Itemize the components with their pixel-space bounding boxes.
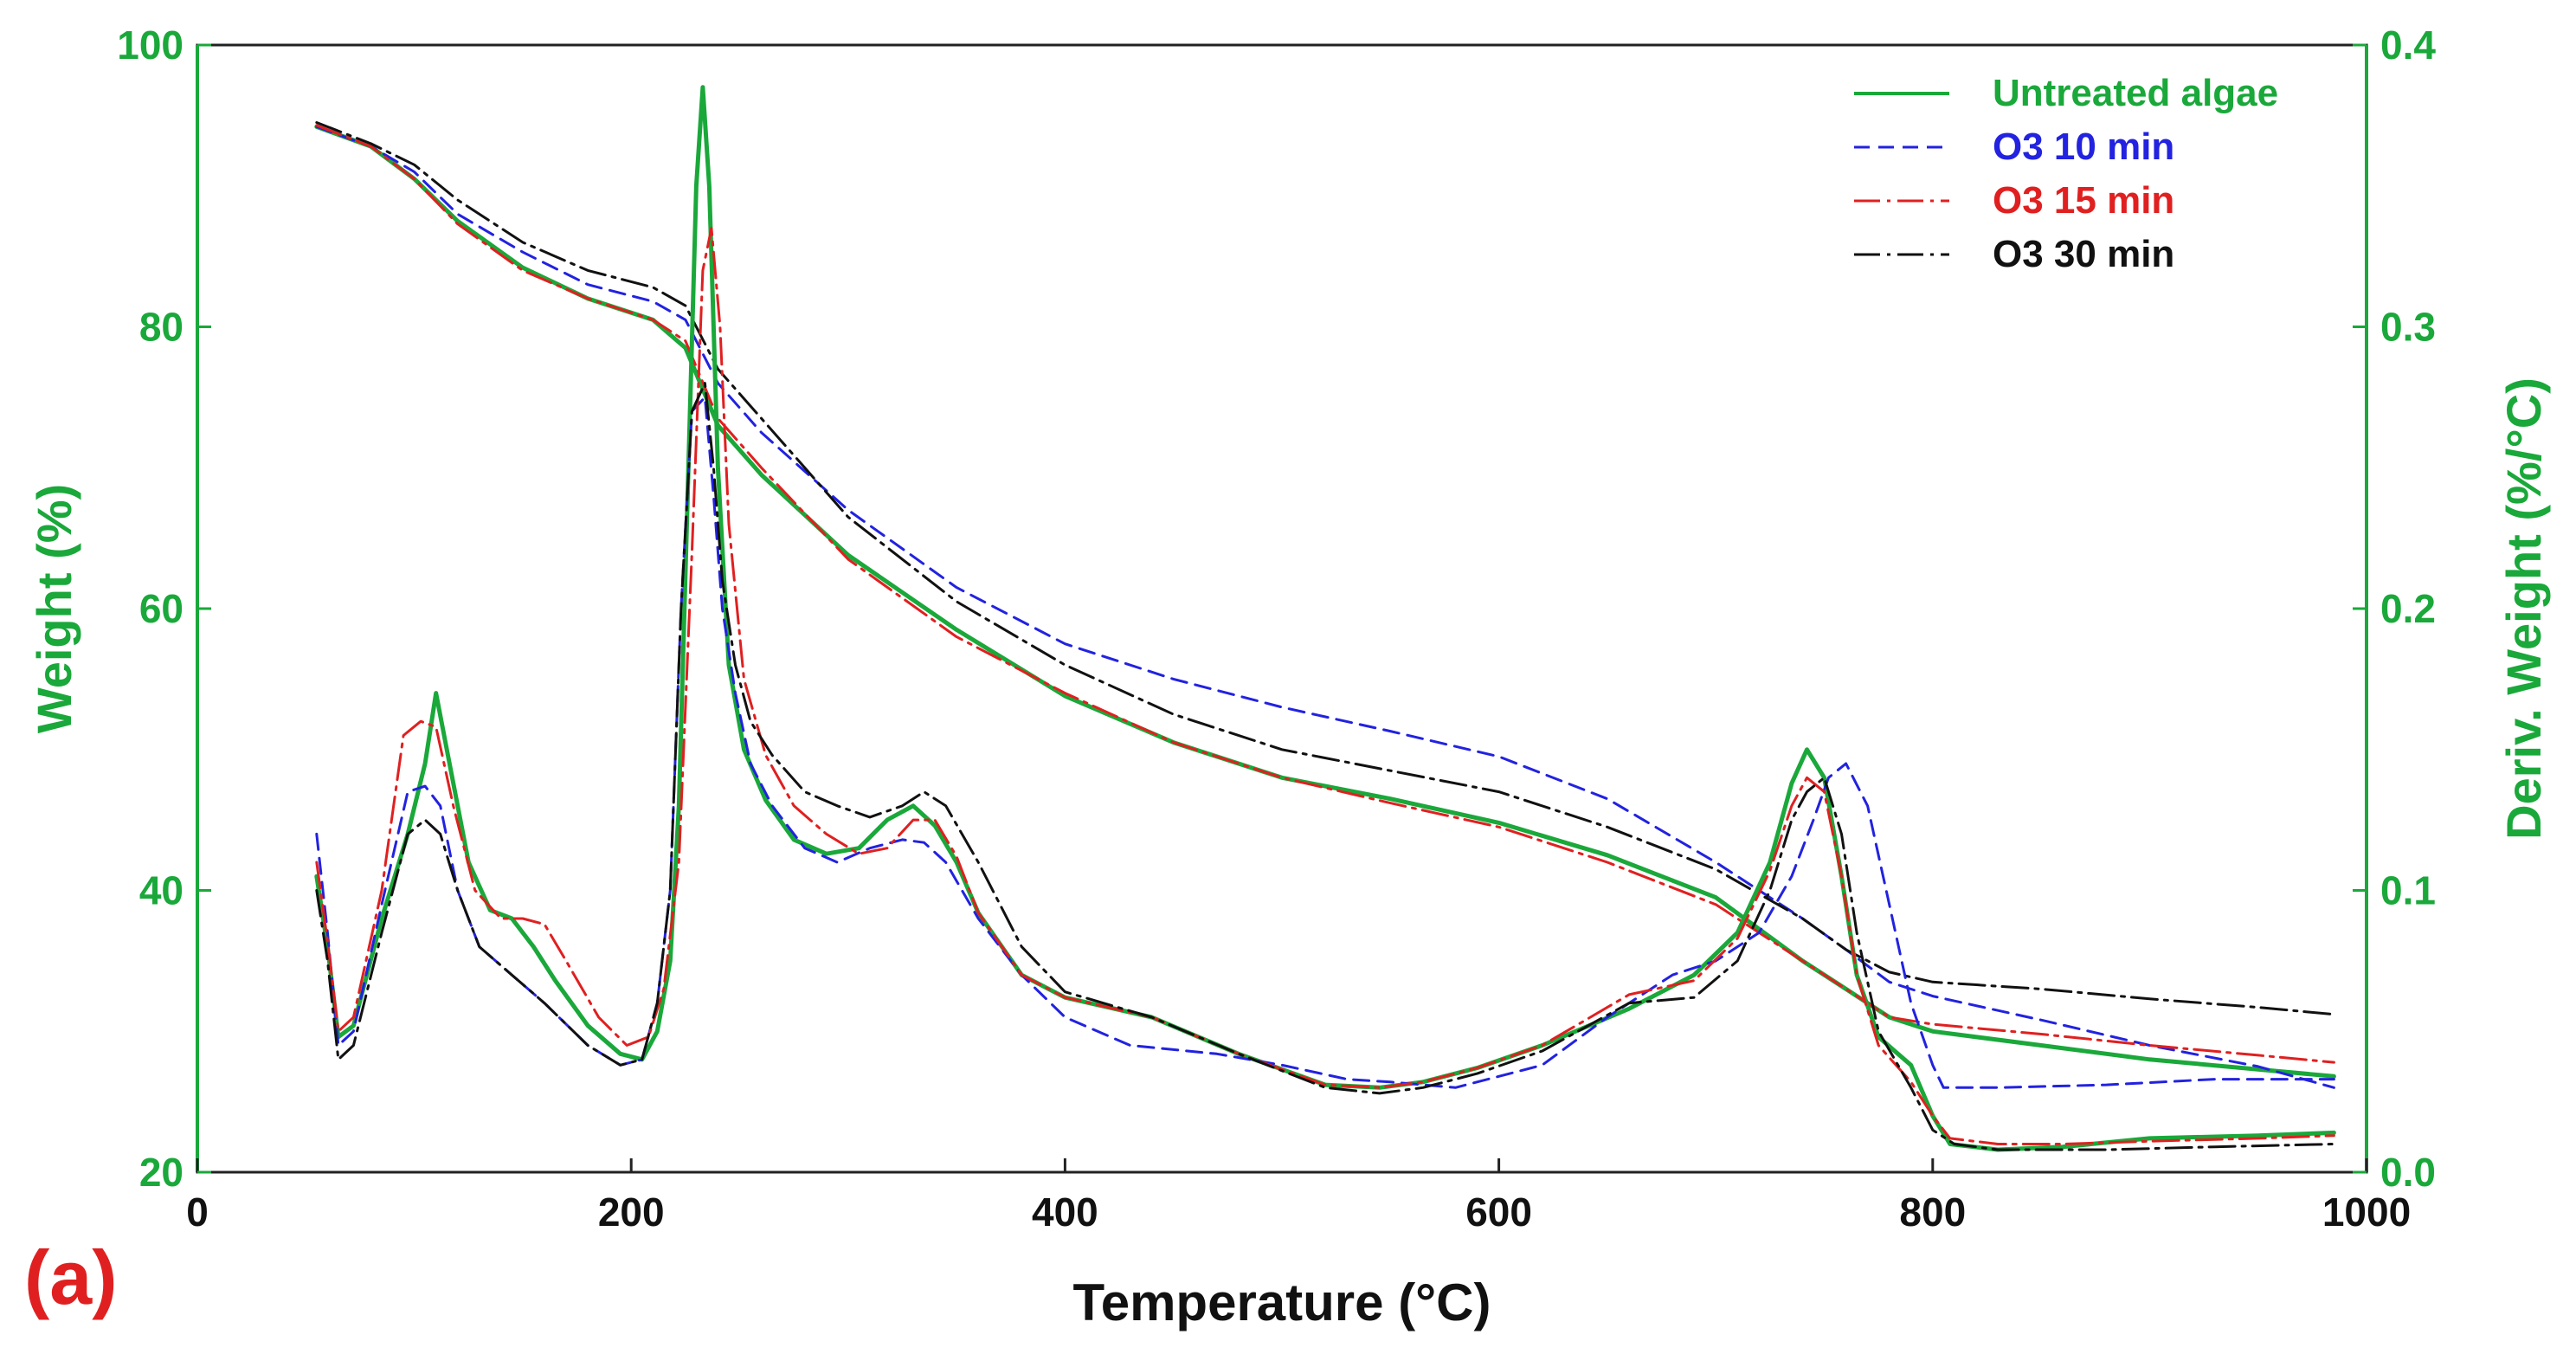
series-line-o3-30-min-weight [315,121,2335,1016]
y-left-tick-label: 40 [139,868,184,913]
series-line-o3-15-min-deriv-weight [315,227,2335,1145]
x-tick-label: 400 [1032,1190,1098,1235]
panel-label: (a) [24,1235,118,1320]
series-line-o3-30-min-deriv-weight [315,382,2335,1151]
series-line-o3-10-min-weight [315,125,2335,1089]
y-right-axis-title: Deriv. Weight (%/°C) [2496,377,2551,840]
y-left-axis-title: Weight (%) [27,484,81,733]
legend-label-10min: O3 10 min [1993,126,2174,168]
y-right-tick-label: 0.4 [2380,23,2436,68]
y-left-tick-label: 60 [139,586,184,631]
y-right-tick-label: 0.2 [2380,586,2436,631]
y-right-tick-label: 0.0 [2380,1150,2436,1195]
y-right-tick-label: 0.1 [2380,868,2436,913]
y-right-tick-label: 0.3 [2380,305,2436,350]
x-tick-label: 800 [1899,1190,1966,1235]
y-left-tick-label: 20 [139,1150,184,1195]
x-tick-label: 200 [598,1190,665,1235]
x-axis-title: Temperature (°C) [1073,1273,1491,1331]
x-tick-label: 1000 [2322,1190,2411,1235]
legend: Untreated algae O3 10 min O3 15 min O3 3… [1854,72,2278,275]
x-tick-label: 0 [186,1190,209,1235]
x-tick-label: 600 [1465,1190,1532,1235]
series-layer [314,85,2336,1152]
y-left-tick-label: 100 [117,23,184,68]
series-line-o3-10-min-deriv-weight [315,396,2335,1089]
ticks-layer: 0 200 400 600 800 1000 20 40 60 80 100 0.0 0.1 0.2 0.3… [117,23,2436,1235]
legend-label-untreated: Untreated algae [1993,72,2278,114]
legend-label-30min: O3 30 min [1993,233,2174,275]
legend-label-15min: O3 15 min [1993,179,2174,222]
y-left-tick-label: 80 [139,305,184,350]
